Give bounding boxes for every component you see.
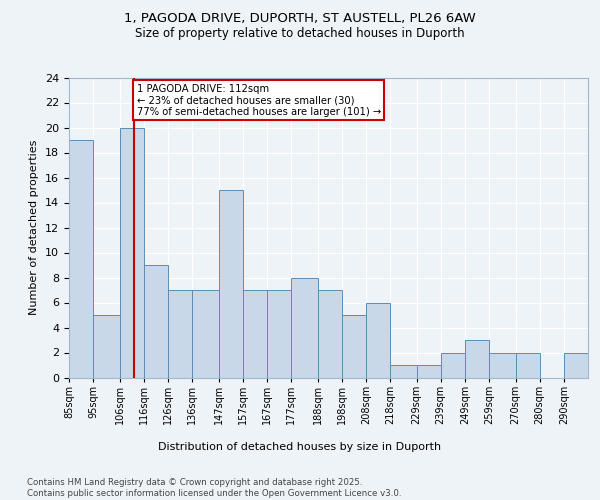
- Bar: [119, 128, 144, 378]
- Bar: [69, 140, 93, 378]
- Bar: [416, 365, 441, 378]
- Bar: [267, 290, 291, 378]
- Text: Contains HM Land Registry data © Crown copyright and database right 2025.
Contai: Contains HM Land Registry data © Crown c…: [27, 478, 401, 498]
- Bar: [489, 352, 515, 378]
- Bar: [465, 340, 489, 378]
- Bar: [342, 315, 366, 378]
- Bar: [243, 290, 267, 378]
- Text: 1 PAGODA DRIVE: 112sqm
← 23% of detached houses are smaller (30)
77% of semi-det: 1 PAGODA DRIVE: 112sqm ← 23% of detached…: [137, 84, 381, 117]
- Bar: [441, 352, 465, 378]
- Bar: [564, 352, 588, 378]
- Bar: [291, 278, 317, 378]
- Bar: [515, 352, 540, 378]
- Bar: [93, 315, 119, 378]
- Bar: [390, 365, 416, 378]
- Text: 1, PAGODA DRIVE, DUPORTH, ST AUSTELL, PL26 6AW: 1, PAGODA DRIVE, DUPORTH, ST AUSTELL, PL…: [124, 12, 476, 25]
- Bar: [317, 290, 342, 378]
- Bar: [144, 265, 168, 378]
- Bar: [168, 290, 192, 378]
- Text: Distribution of detached houses by size in Duporth: Distribution of detached houses by size …: [158, 442, 442, 452]
- Text: Size of property relative to detached houses in Duporth: Size of property relative to detached ho…: [135, 28, 465, 40]
- Bar: [218, 190, 243, 378]
- Y-axis label: Number of detached properties: Number of detached properties: [29, 140, 40, 315]
- Bar: [366, 302, 390, 378]
- Bar: [192, 290, 218, 378]
